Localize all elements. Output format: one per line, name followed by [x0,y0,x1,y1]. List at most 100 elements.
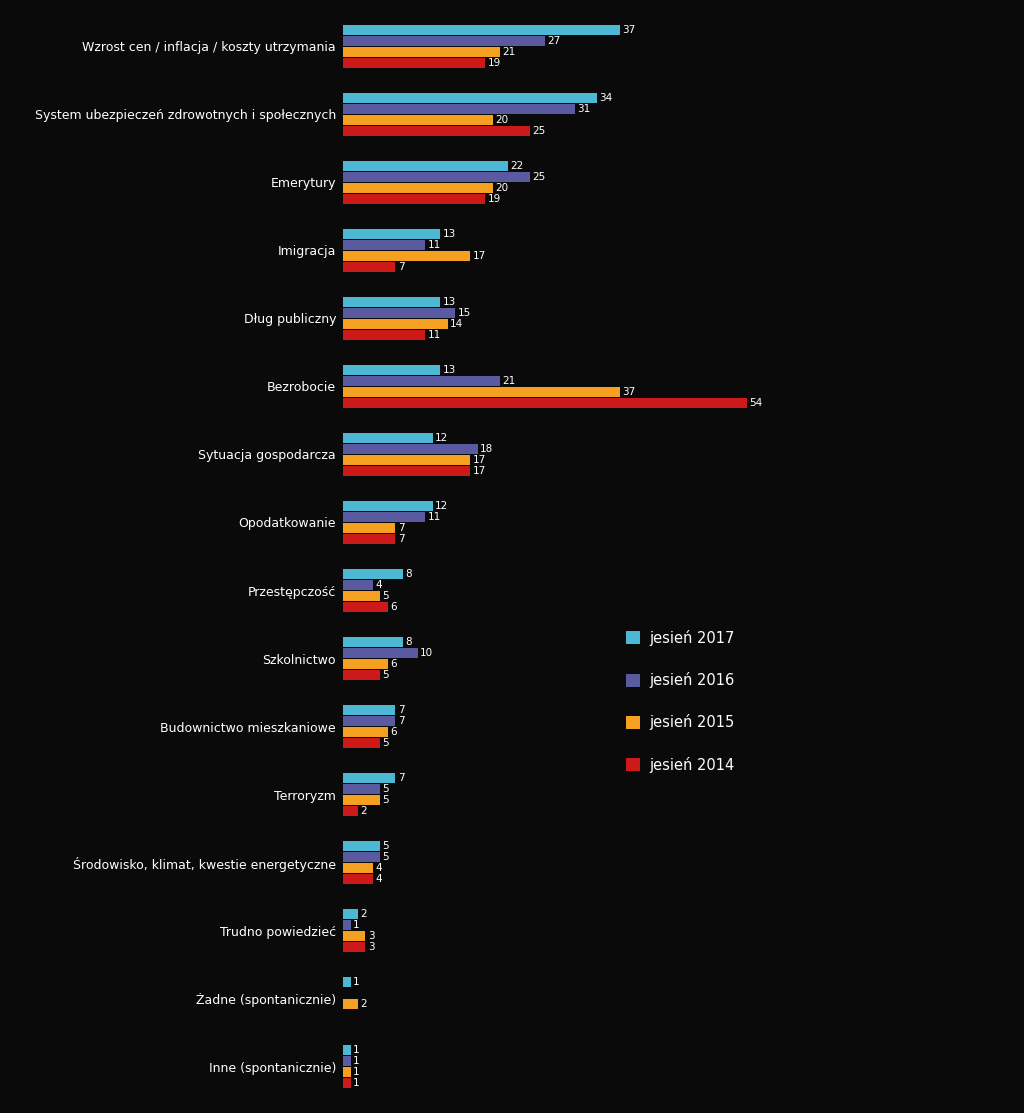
Bar [343,1067,350,1077]
Bar [343,942,366,952]
Bar [343,638,402,647]
Text: 17: 17 [472,250,485,260]
Bar [343,455,470,465]
Text: 54: 54 [749,397,762,407]
Bar [343,161,508,171]
Bar [343,319,447,328]
Bar [343,376,500,386]
Text: 4: 4 [375,580,382,590]
Bar [343,1056,350,1066]
Text: 7: 7 [397,774,404,784]
Text: 6: 6 [390,727,396,737]
Text: 37: 37 [622,387,635,397]
Bar [343,466,470,475]
Bar [343,806,358,816]
Bar [343,863,373,873]
Text: 12: 12 [435,501,449,511]
Bar [343,126,530,136]
Text: 5: 5 [383,738,389,748]
Bar [343,591,381,601]
Text: 5: 5 [383,670,389,680]
Bar [343,329,425,339]
Text: 17: 17 [472,455,485,465]
Text: 37: 37 [622,26,635,35]
Bar [343,501,433,511]
Text: 5: 5 [383,841,389,851]
Bar [343,774,395,784]
Text: 6: 6 [390,659,396,669]
Bar [343,26,620,35]
Bar [343,47,500,57]
Text: 20: 20 [495,115,508,125]
Text: 15: 15 [458,308,471,318]
Text: 1: 1 [352,920,359,930]
Text: 25: 25 [532,126,546,136]
Bar [343,874,373,884]
Bar [343,433,433,443]
Bar [343,602,388,612]
Text: 7: 7 [397,534,404,544]
Text: 2: 2 [360,999,367,1009]
Bar [343,853,381,863]
Bar [343,999,358,1009]
Text: 10: 10 [420,648,433,658]
Bar [343,932,366,940]
Bar [343,104,574,114]
Text: 13: 13 [442,229,456,239]
Bar [343,93,597,104]
Bar [343,1078,350,1087]
Bar [343,262,395,272]
Bar [343,1045,350,1055]
Text: 12: 12 [435,433,449,443]
Bar [343,795,381,805]
Text: 21: 21 [503,376,515,386]
Bar [343,706,395,716]
Bar [343,365,440,375]
Text: 3: 3 [368,942,375,952]
Text: 5: 5 [383,785,389,794]
Text: 27: 27 [547,36,560,46]
Text: 7: 7 [397,523,404,533]
Bar [343,512,425,522]
Bar [343,659,388,669]
Bar [343,183,493,193]
Bar [343,977,350,987]
Bar [343,534,395,544]
Bar [343,523,395,533]
Text: 34: 34 [599,93,612,104]
Bar [343,444,477,454]
Bar [343,841,381,851]
Text: 20: 20 [495,183,508,193]
Text: 18: 18 [480,444,494,454]
Text: 4: 4 [375,874,382,884]
Bar [343,240,425,250]
Bar [343,36,545,46]
Bar [343,397,746,407]
Text: 5: 5 [383,853,389,863]
Bar [343,920,350,930]
Text: 8: 8 [406,569,412,579]
Text: 21: 21 [503,47,515,57]
Text: 6: 6 [390,602,396,612]
Text: 19: 19 [487,194,501,204]
Legend: jesień 2017, jesień 2016, jesień 2015, jesień 2014: jesień 2017, jesień 2016, jesień 2015, j… [626,630,734,772]
Text: 31: 31 [578,104,590,114]
Bar [343,580,373,590]
Text: 7: 7 [397,716,404,726]
Bar [343,738,381,748]
Text: 1: 1 [352,977,359,987]
Bar [343,173,530,181]
Text: 2: 2 [360,806,367,816]
Bar [343,297,440,307]
Bar [343,250,470,260]
Bar [343,387,620,397]
Text: 13: 13 [442,297,456,307]
Text: 1: 1 [352,1067,359,1077]
Text: 8: 8 [406,638,412,647]
Text: 11: 11 [428,329,440,339]
Text: 4: 4 [375,863,382,873]
Text: 17: 17 [472,466,485,475]
Text: 7: 7 [397,262,404,272]
Text: 1: 1 [352,1056,359,1066]
Bar [343,115,493,125]
